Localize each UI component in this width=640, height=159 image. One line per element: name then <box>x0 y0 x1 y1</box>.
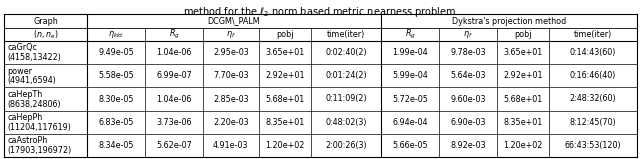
Text: 5.58e-05: 5.58e-05 <box>99 71 134 80</box>
Text: 1.20e+02: 1.20e+02 <box>266 141 305 150</box>
Text: 8:12:45(70): 8:12:45(70) <box>570 118 616 127</box>
Text: 6.83e-05: 6.83e-05 <box>99 118 134 127</box>
Text: method for the $\ell_2$ norm based metric nearness problem: method for the $\ell_2$ norm based metri… <box>184 5 456 19</box>
Text: caAstroPh: caAstroPh <box>7 136 47 145</box>
Text: $R_g$: $R_g$ <box>169 28 180 41</box>
Text: 3.73e-06: 3.73e-06 <box>156 118 192 127</box>
Text: (11204,117619): (11204,117619) <box>7 123 71 132</box>
Text: 8.35e+01: 8.35e+01 <box>266 118 305 127</box>
Text: pobj: pobj <box>514 30 532 39</box>
Text: 2.92e+01: 2.92e+01 <box>503 71 543 80</box>
Text: 0:14:43(60): 0:14:43(60) <box>570 48 616 57</box>
Text: $(n,n_e)$: $(n,n_e)$ <box>33 28 58 41</box>
Text: time(iter): time(iter) <box>327 30 365 39</box>
Text: 8.35e+01: 8.35e+01 <box>503 118 543 127</box>
Text: 5.68e+01: 5.68e+01 <box>266 94 305 104</box>
Text: 5.64e-03: 5.64e-03 <box>451 71 486 80</box>
Text: pobj: pobj <box>276 30 294 39</box>
Text: (8638,24806): (8638,24806) <box>7 100 61 109</box>
Text: 5.72e-05: 5.72e-05 <box>392 94 428 104</box>
Text: 1.20e+02: 1.20e+02 <box>503 141 543 150</box>
Text: 1.99e-04: 1.99e-04 <box>392 48 428 57</box>
Text: 6.94e-04: 6.94e-04 <box>392 118 428 127</box>
Text: 3.65e+01: 3.65e+01 <box>266 48 305 57</box>
Text: 9.78e-03: 9.78e-03 <box>451 48 486 57</box>
Text: $\eta_{kkt}$: $\eta_{kkt}$ <box>108 29 124 40</box>
Text: power: power <box>7 67 32 76</box>
Text: time(iter): time(iter) <box>574 30 612 39</box>
Text: 9.60e-03: 9.60e-03 <box>451 94 486 104</box>
Text: 2.95e-03: 2.95e-03 <box>213 48 249 57</box>
Text: $\eta_f$: $\eta_f$ <box>226 29 236 40</box>
Text: Dykstra's projection method: Dykstra's projection method <box>452 17 566 25</box>
Text: 6.99e-07: 6.99e-07 <box>156 71 192 80</box>
Text: 0:01:24(2): 0:01:24(2) <box>325 71 367 80</box>
Text: 0:11:09(2): 0:11:09(2) <box>325 94 367 104</box>
Text: 4.91e-03: 4.91e-03 <box>213 141 248 150</box>
Text: 0:48:02(3): 0:48:02(3) <box>325 118 367 127</box>
Text: (4941,6594): (4941,6594) <box>7 76 56 85</box>
Text: 8.92e-03: 8.92e-03 <box>451 141 486 150</box>
Text: 2:00:26(3): 2:00:26(3) <box>325 141 367 150</box>
Text: 3.65e+01: 3.65e+01 <box>503 48 543 57</box>
Text: 1.04e-06: 1.04e-06 <box>156 48 192 57</box>
Text: 7.70e-03: 7.70e-03 <box>213 71 249 80</box>
Text: $\eta_f$: $\eta_f$ <box>463 29 473 40</box>
Text: caHepTh: caHepTh <box>7 90 42 99</box>
Text: 6.90e-03: 6.90e-03 <box>451 118 486 127</box>
Text: 2.20e-03: 2.20e-03 <box>213 118 249 127</box>
Text: 8.34e-05: 8.34e-05 <box>99 141 134 150</box>
Text: 0:02:40(2): 0:02:40(2) <box>325 48 367 57</box>
Text: 2:48:32(60): 2:48:32(60) <box>570 94 616 104</box>
Text: 1.04e-06: 1.04e-06 <box>156 94 192 104</box>
Text: 2.85e-03: 2.85e-03 <box>213 94 249 104</box>
Text: 8.30e-05: 8.30e-05 <box>99 94 134 104</box>
Text: $R_g$: $R_g$ <box>404 28 415 41</box>
Text: 5.68e+01: 5.68e+01 <box>503 94 543 104</box>
Text: (17903,196972): (17903,196972) <box>7 146 71 155</box>
Text: Graph: Graph <box>33 17 58 25</box>
Text: 9.49e-05: 9.49e-05 <box>99 48 134 57</box>
Text: (4158,13422): (4158,13422) <box>7 53 61 62</box>
Text: 5.62e-07: 5.62e-07 <box>156 141 192 150</box>
Text: DCGM\_PALM: DCGM\_PALM <box>207 17 260 25</box>
Text: 66:43:53(120): 66:43:53(120) <box>564 141 621 150</box>
Text: 5.66e-05: 5.66e-05 <box>392 141 428 150</box>
Text: 0:16:46(40): 0:16:46(40) <box>570 71 616 80</box>
Text: caGrQc: caGrQc <box>7 43 37 52</box>
Text: 5.99e-04: 5.99e-04 <box>392 71 428 80</box>
Text: caHepPh: caHepPh <box>7 113 42 122</box>
Text: 2.92e+01: 2.92e+01 <box>266 71 305 80</box>
